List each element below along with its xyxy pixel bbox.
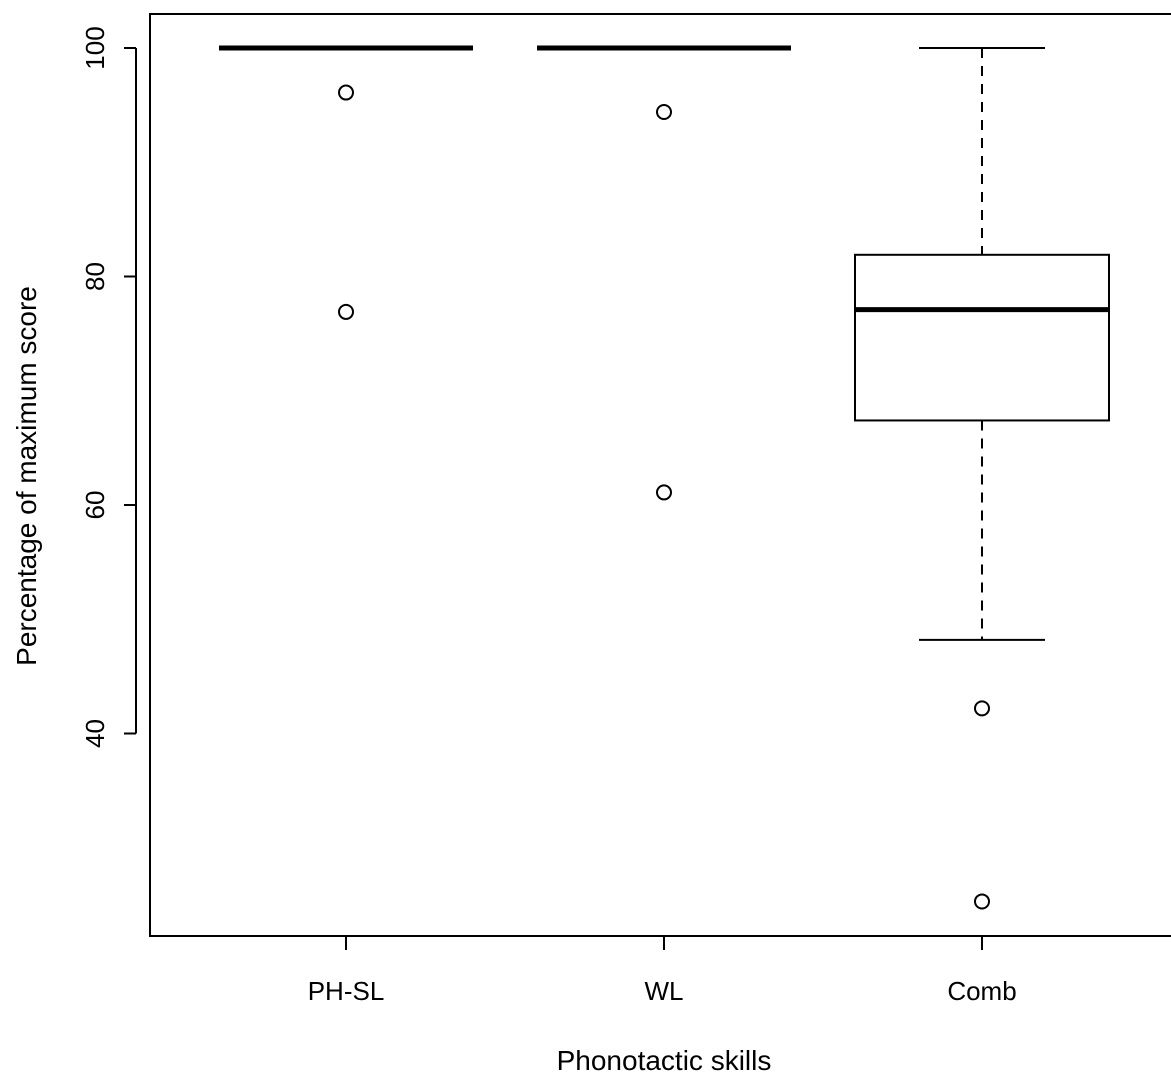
outlier-point — [338, 84, 354, 101]
y-axis-title: Percentage of maximum score — [11, 286, 42, 666]
y-tick-label: 40 — [80, 719, 110, 748]
x-axis: PH-SL WL Comb — [308, 936, 1017, 1006]
box-iqr — [854, 253, 1110, 422]
x-tick-label: PH-SL — [308, 976, 385, 1006]
plot-frame — [149, 13, 1171, 937]
y-tick-label: 100 — [80, 26, 110, 69]
outlier-point — [974, 893, 990, 910]
outlier-point — [974, 700, 990, 717]
outlier-point — [656, 484, 672, 501]
y-axis: 40 60 80 100 — [80, 26, 137, 748]
x-tick-label: Comb — [947, 976, 1016, 1006]
x-tick-label: WL — [645, 976, 684, 1006]
y-tick-label: 60 — [80, 491, 110, 520]
outlier-point — [338, 303, 354, 320]
y-tick-label: 80 — [80, 262, 110, 291]
x-axis-title: Phonotactic skills — [557, 1045, 772, 1076]
outlier-point — [656, 103, 672, 120]
box-group — [219, 45, 1110, 910]
